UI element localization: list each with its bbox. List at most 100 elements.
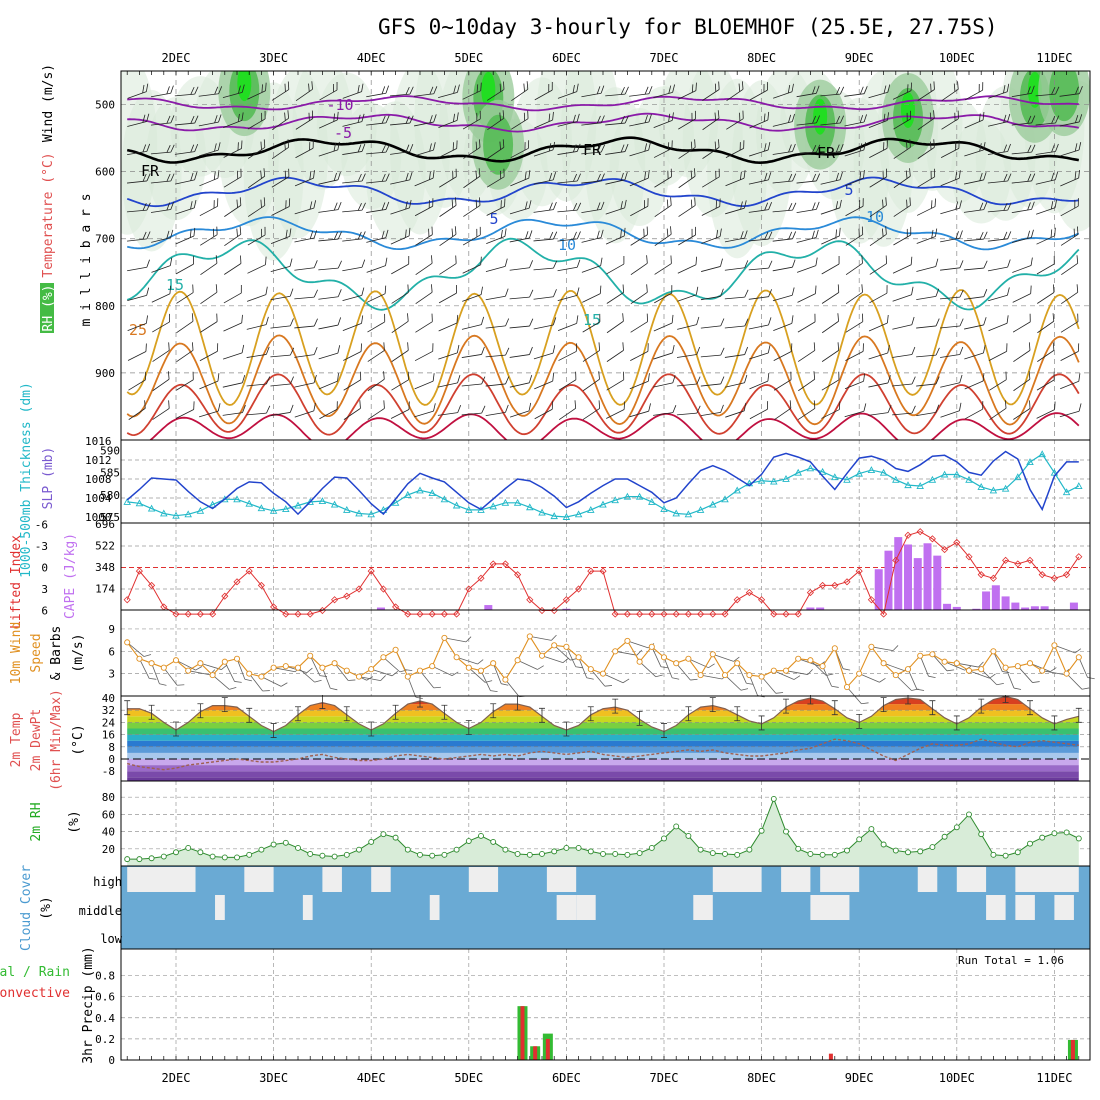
wind-barb-flag — [646, 255, 648, 264]
lifted-index-point — [404, 610, 412, 618]
temp-minmax-bar — [319, 695, 326, 709]
wind-barb-shaft — [294, 207, 314, 215]
wind-barb-flag — [142, 84, 145, 94]
wind-barb-shaft — [200, 321, 218, 333]
wind-barb-flag — [787, 85, 791, 94]
date-tick-top: 2DEC — [162, 51, 191, 65]
wind-barb-flag — [145, 315, 148, 324]
wind-barb-shaft — [509, 325, 530, 329]
wind-barb-flag — [1074, 143, 1078, 152]
wind-barb-shaft — [749, 380, 769, 390]
wind10-point — [917, 652, 924, 659]
wind10-point — [246, 670, 253, 677]
temp-band — [127, 765, 1079, 772]
wind-barb-flag — [695, 286, 699, 295]
lifted-index-point — [477, 574, 485, 582]
rh2m-point — [734, 851, 741, 858]
wind-barb-flag — [644, 171, 646, 180]
wind10-barb-shaft — [151, 663, 160, 684]
wind-barb-flag — [289, 288, 294, 297]
wind-barb — [462, 286, 483, 302]
wind-barb-shaft — [176, 379, 194, 391]
wind-barb — [437, 404, 462, 416]
thickness-point — [172, 511, 180, 519]
wind10-barb-flag — [842, 668, 851, 671]
wind-barb — [629, 114, 652, 127]
wind-barb-shaft — [821, 263, 840, 275]
wind-barb — [509, 230, 533, 243]
wind-barb-flag — [959, 318, 964, 327]
wind-barb — [223, 314, 243, 332]
cape-bar — [933, 555, 942, 610]
wind10-barb-shaft — [163, 667, 178, 686]
wind-barb-flag — [455, 255, 457, 264]
wind-barb-shaft — [270, 383, 291, 387]
cape-bar — [1001, 596, 1010, 610]
wind-barb-flag — [811, 230, 815, 239]
wind-barb-shaft — [677, 264, 697, 274]
wind-barb-flag — [289, 376, 294, 385]
thickness-point — [599, 500, 607, 508]
wind-barb-shaft — [892, 294, 912, 302]
wind-barb — [916, 228, 938, 244]
wind10-point — [673, 660, 680, 667]
wind-barb-shaft — [581, 151, 602, 155]
wind-barb-shaft — [486, 176, 505, 188]
rh2m-point — [453, 846, 460, 853]
wind-barb — [606, 313, 624, 334]
wind-barb — [390, 227, 411, 245]
wind10-barb-flag — [775, 692, 784, 694]
wind-barb-flag — [812, 115, 817, 124]
wind-barb — [343, 371, 362, 391]
wind-barb-shaft — [533, 209, 554, 213]
cape-bar — [376, 607, 385, 610]
wind-barb — [246, 376, 271, 387]
wind-barb-flag — [767, 345, 771, 354]
wind-barb-flag — [624, 199, 627, 208]
wind-barb-shaft — [796, 151, 817, 155]
wind10-point — [380, 654, 387, 661]
wind-barb-flag — [812, 202, 816, 211]
wind-barb-shaft — [271, 206, 290, 216]
lifted-index-point — [770, 610, 778, 618]
wind10-barb — [151, 663, 167, 686]
wind-barb-flag — [671, 285, 673, 294]
thickness-point — [1026, 458, 1034, 466]
wind-barb — [892, 346, 916, 358]
contour-label: 15 — [583, 311, 601, 329]
wind-barb-flag — [911, 346, 916, 355]
wind-barb-flag — [189, 229, 192, 238]
lifted-index-point — [819, 581, 827, 589]
wind-barb-shaft — [845, 234, 863, 246]
wind-barb — [318, 201, 342, 213]
wind10-barb-flag — [892, 645, 899, 651]
wind10-barb-flag — [306, 667, 313, 673]
lifted-index-point — [941, 546, 949, 554]
rh2m-point — [978, 831, 985, 838]
wind-barb-shaft — [989, 407, 1007, 421]
wind-barb-shaft — [1037, 292, 1055, 304]
wind-barb-flag — [576, 287, 580, 296]
wind-barb-flag — [863, 142, 866, 151]
wind-barb — [174, 115, 199, 126]
wind-barb-shaft — [439, 233, 457, 247]
wind-barb-flag — [260, 170, 262, 179]
wind-barb — [533, 260, 558, 271]
date-tick-top: 3DEC — [259, 51, 288, 65]
wind-barb-flag — [930, 141, 932, 150]
wind-barb-flag — [552, 111, 554, 120]
wind-barb-shaft — [772, 151, 793, 155]
wind-barb-shaft — [533, 238, 554, 242]
lifted-index-point — [209, 610, 217, 618]
wind-barb-flag — [812, 86, 816, 95]
wind-barb-flag — [576, 173, 581, 182]
wind-barb-flag — [1027, 202, 1031, 211]
wind-barb-shaft — [127, 351, 147, 361]
wind-barb — [917, 110, 935, 131]
rh2m-point — [258, 846, 265, 853]
wind-barb-flag — [1031, 115, 1036, 124]
wind-barb — [318, 345, 341, 360]
wind-barb-flag — [190, 86, 195, 95]
wind-barb-shaft — [150, 122, 171, 126]
wind-barb — [1061, 255, 1079, 276]
